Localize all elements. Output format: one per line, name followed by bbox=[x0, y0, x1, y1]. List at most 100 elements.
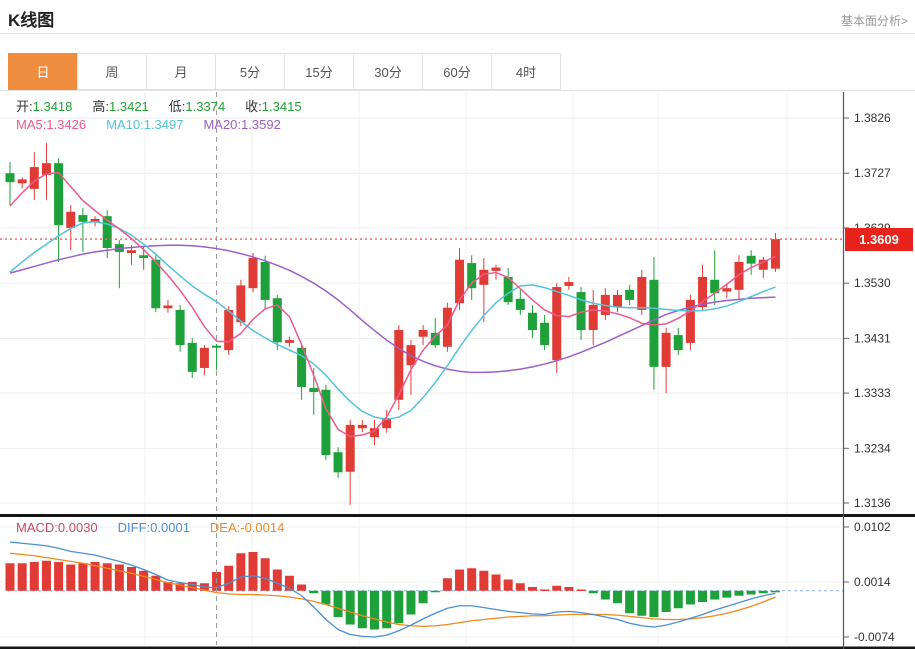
candle-body bbox=[236, 285, 246, 323]
macd-bar bbox=[345, 590, 355, 625]
macd-bar bbox=[552, 585, 562, 591]
candle-body bbox=[722, 288, 732, 292]
candle-body bbox=[758, 259, 768, 270]
readout-item: DEA:-0.0014 bbox=[209, 520, 285, 535]
price-axis-label: 1.3136 bbox=[854, 496, 891, 510]
macd-bar bbox=[418, 590, 428, 604]
macd-bar bbox=[673, 590, 683, 609]
tab-60min[interactable]: 60分 bbox=[422, 53, 492, 90]
fundamental-analysis-link[interactable]: 基本面分析> bbox=[840, 14, 908, 28]
macd-bar bbox=[515, 583, 525, 591]
macd-bar bbox=[576, 589, 586, 591]
candle-body bbox=[564, 282, 574, 286]
candle-body bbox=[163, 305, 173, 309]
macd-bar bbox=[54, 562, 64, 591]
macd-bar bbox=[127, 567, 136, 591]
macd-bar bbox=[175, 583, 185, 591]
macd-bar bbox=[625, 590, 635, 614]
macd-bar bbox=[5, 563, 15, 591]
macd-bar bbox=[455, 569, 465, 591]
tab-5min[interactable]: 5分 bbox=[215, 53, 285, 90]
tab-month[interactable]: 月 bbox=[146, 53, 216, 90]
readout-item: MACD:0.0030 bbox=[16, 520, 98, 535]
candle-body bbox=[5, 173, 15, 183]
macd-bar bbox=[406, 590, 416, 615]
diff-line bbox=[9, 541, 776, 638]
macd-bar bbox=[17, 563, 27, 591]
readout-item: DIFF:0.0001 bbox=[117, 520, 190, 535]
candle-body bbox=[673, 335, 683, 351]
readout-item: 高:1.3421 bbox=[92, 99, 149, 114]
tab-30min[interactable]: 30分 bbox=[353, 53, 423, 90]
tabbar-divider bbox=[0, 90, 915, 91]
candle-body bbox=[734, 261, 744, 290]
tab-4hour[interactable]: 4时 bbox=[491, 53, 561, 90]
candle-body bbox=[515, 298, 525, 310]
macd-bar bbox=[41, 560, 51, 591]
readout-item: 低:1.3374 bbox=[168, 99, 226, 114]
macd-bar bbox=[163, 582, 173, 591]
macd-bar bbox=[382, 590, 392, 629]
macd-bar bbox=[297, 584, 307, 591]
candle-body bbox=[66, 211, 76, 228]
candle-body bbox=[637, 277, 647, 310]
macd-bar bbox=[78, 563, 88, 591]
macd-bar bbox=[758, 590, 768, 594]
macd-bar bbox=[333, 590, 343, 617]
readout-item: 收:1.3415 bbox=[245, 99, 302, 114]
macd-bar bbox=[309, 590, 319, 594]
ma5-line bbox=[9, 171, 776, 438]
macd-bar bbox=[321, 590, 331, 605]
tab-week[interactable]: 周 bbox=[77, 53, 147, 90]
candle-body bbox=[698, 277, 708, 308]
macd-bar bbox=[649, 590, 659, 617]
macd-readout: MACD:0.0030 DIFF:0.0001 DEA:-0.0014 bbox=[16, 520, 304, 535]
ohlc-readout: 开:1.3418 高:1.3421 低:1.3374 收:1.3415 bbox=[16, 96, 322, 115]
macd-bar bbox=[102, 563, 112, 591]
candle-body bbox=[297, 347, 307, 387]
ma20-line bbox=[9, 244, 776, 374]
candle-body bbox=[187, 342, 197, 372]
candle-body bbox=[212, 345, 222, 348]
candle-body bbox=[613, 294, 622, 308]
macd-bar bbox=[637, 590, 647, 616]
candle-body bbox=[540, 322, 550, 346]
candle-body bbox=[102, 216, 112, 249]
candle-body bbox=[370, 428, 379, 438]
candle-body bbox=[418, 330, 428, 337]
interval-tab-bar: 日周月 5分 15分 30分 60分 4时 bbox=[8, 53, 561, 90]
candle-body bbox=[455, 259, 465, 304]
macd-bar bbox=[661, 590, 671, 612]
price-axis-label: 1.3530 bbox=[854, 276, 891, 290]
macd-bar bbox=[29, 562, 39, 591]
page-title: K线图 bbox=[8, 11, 55, 30]
tab-day[interactable]: 日 bbox=[8, 53, 78, 90]
macd-bar bbox=[479, 570, 489, 591]
macd-bar bbox=[66, 564, 76, 591]
candle-body bbox=[321, 389, 331, 456]
macd-bar bbox=[248, 552, 258, 591]
macd-bar bbox=[503, 579, 513, 591]
macd-bar bbox=[770, 590, 780, 593]
macd-bar bbox=[139, 570, 149, 591]
macd-bar bbox=[491, 574, 501, 591]
readout-item: MA5:1.3426 bbox=[16, 117, 87, 132]
candle-body bbox=[770, 239, 780, 269]
candle-body bbox=[649, 279, 659, 367]
candle-body bbox=[224, 309, 234, 351]
macd-bar bbox=[564, 587, 574, 591]
candle-body bbox=[430, 332, 440, 346]
readout-item: 开:1.3418 bbox=[16, 99, 73, 114]
price-axis-label: 1.3826 bbox=[854, 111, 891, 125]
tab-15min[interactable]: 15分 bbox=[284, 53, 354, 90]
candle-body bbox=[41, 163, 51, 175]
candle-body bbox=[685, 299, 695, 343]
macd-bar bbox=[394, 590, 404, 624]
candle-body bbox=[625, 289, 635, 300]
price-axis-label: 1.3333 bbox=[854, 386, 891, 400]
candle-body bbox=[54, 163, 64, 226]
macd-axis-label: 0.0014 bbox=[854, 575, 891, 589]
macd-bar bbox=[224, 565, 234, 591]
macd-axis-label: 0.0102 bbox=[854, 520, 891, 534]
